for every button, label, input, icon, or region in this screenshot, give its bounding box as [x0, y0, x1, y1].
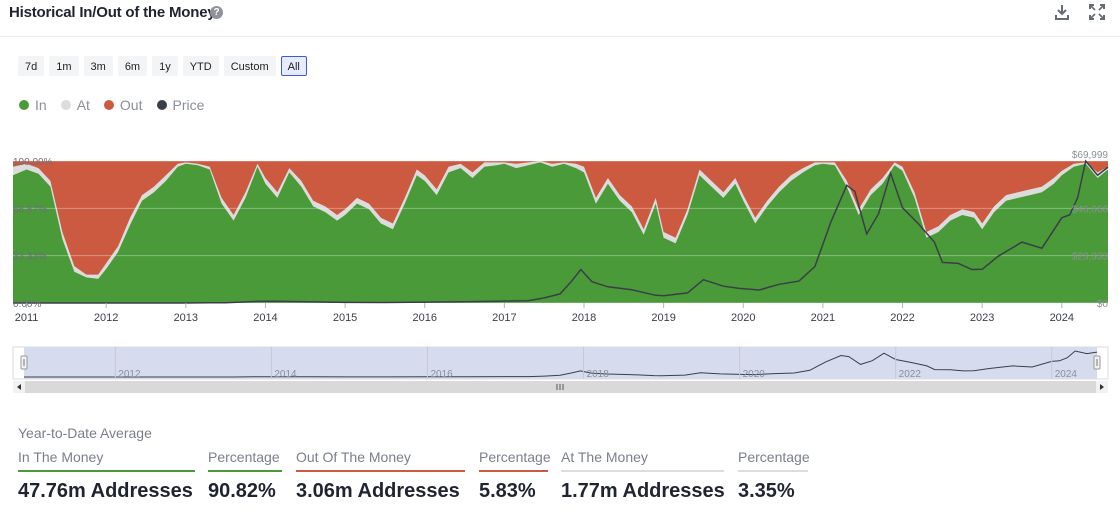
range-button-1y[interactable]: 1y [152, 56, 178, 76]
y-tick-label-left: 66.67% [13, 204, 47, 215]
range-button-custom[interactable]: Custom [223, 56, 276, 76]
y-tick-label-right: $0 [1097, 299, 1109, 310]
chart-legend: In At Out Price [19, 97, 204, 113]
area-out [13, 161, 1108, 275]
x-tick-label: 2021 [811, 312, 835, 324]
stat-value: 1.77m Addresses [561, 480, 725, 502]
main-chart: 0.00% 33.33% 66.67% 100.00% $0 $23,333 $46,666… [13, 150, 1109, 324]
stat-3: Percentage 5.83% [479, 449, 551, 503]
x-tick-label: 2012 [94, 312, 118, 324]
range-button-7d[interactable]: 7d [18, 56, 45, 76]
legend-label-at: At [76, 97, 90, 113]
stat-0: In The Money 47.76m Addresses [18, 449, 195, 503]
stat-value: 5.83% [479, 480, 536, 502]
x-tick-label: 2020 [731, 312, 755, 324]
navigator-label: 2024 [1055, 369, 1078, 380]
stat-4: At The Money 1.77m Addresses [561, 449, 725, 503]
range-button-3m[interactable]: 3m [83, 56, 113, 76]
navigator-label: 2012 [118, 369, 141, 380]
navigator-label: 2018 [587, 369, 610, 380]
navigator-label: 2020 [743, 369, 766, 380]
line-price [13, 159, 1109, 304]
legend-item-price[interactable]: Price [156, 97, 205, 113]
stat-label: Out Of The Money [296, 449, 465, 472]
stat-1: Percentage 90.82% [208, 449, 282, 503]
stat-label: In The Money [18, 449, 195, 472]
legend-item-out[interactable]: Out [103, 97, 143, 113]
range-button-all[interactable]: All [280, 56, 307, 76]
download-icon[interactable] [1053, 3, 1071, 21]
x-tick-label: 2017 [492, 312, 516, 324]
navigator-label: 2016 [430, 369, 453, 380]
y-tick-label-right: $46,666 [1072, 204, 1109, 215]
area-in [13, 162, 1108, 303]
range-button-6m[interactable]: 6m [117, 56, 148, 76]
x-tick-label: 2015 [333, 312, 357, 324]
x-tick-label: 2016 [412, 312, 436, 324]
legend-dot-price [156, 100, 167, 110]
x-tick-label: 2014 [253, 312, 277, 324]
y-tick-label-right: $69,999 [1072, 150, 1109, 161]
stat-value: 3.35% [738, 480, 795, 502]
x-tick-label: 2024 [1050, 312, 1074, 324]
y-tick-label-right: $23,333 [1072, 252, 1109, 263]
stat-value: 90.82% [208, 480, 276, 502]
legend-dot-in [19, 100, 29, 110]
legend-item-at[interactable]: At [60, 97, 90, 113]
range-selector: 7d 1m 3m 6m 1y YTD Custom All [18, 56, 307, 76]
stat-label: Percentage [208, 449, 282, 472]
chevron-left-icon[interactable] [17, 384, 21, 390]
stat-2: Out Of The Money 3.06m Addresses [296, 449, 465, 503]
page-title: Historical In/Out of the Money [9, 4, 216, 21]
stat-value: 3.06m Addresses [296, 480, 460, 502]
x-tick-label: 2023 [970, 312, 994, 324]
chevron-right-icon[interactable] [1100, 384, 1104, 390]
legend-dot-out [103, 100, 114, 110]
legend-label-in: In [35, 97, 47, 113]
stat-label: Percentage [738, 449, 810, 472]
stats-title: Year-to-Date Average [18, 425, 152, 441]
navigator-price-line [24, 350, 1098, 378]
header: Historical In/Out of the Money ? [0, 0, 1120, 37]
legend-label-price: Price [172, 97, 205, 113]
stat-label: Percentage [479, 449, 551, 472]
x-tick-label: 2011 [15, 312, 39, 324]
range-button-1m[interactable]: 1m [49, 56, 79, 76]
stat-value: 47.76m Addresses [18, 480, 193, 502]
x-tick-label: 2022 [890, 312, 914, 324]
x-tick-label: 2013 [174, 312, 198, 324]
fullscreen-icon[interactable] [1088, 3, 1106, 21]
navigator[interactable]: 2012 2014 2016 2018 2020 2022 2024 [0, 340, 1120, 400]
x-tick-label: 2019 [651, 312, 675, 324]
legend-item-in[interactable]: In [19, 97, 47, 113]
legend-dot-at [60, 100, 71, 110]
navigator-label: 2022 [899, 369, 922, 380]
navigator-selection[interactable] [24, 347, 1097, 379]
range-button-ytd[interactable]: YTD [182, 56, 219, 76]
y-tick-label-left: 0.00% [13, 299, 41, 310]
legend-label-out: Out [119, 97, 143, 113]
y-tick-label-left: 100.00% [13, 157, 53, 168]
x-tick-label: 2018 [572, 312, 596, 324]
navigator-label: 2014 [274, 369, 297, 380]
stat-5: Percentage 3.35% [738, 449, 810, 503]
y-tick-label-left: 33.33% [13, 252, 47, 263]
stat-label: At The Money [561, 449, 724, 472]
help-icon[interactable]: ? [210, 6, 223, 19]
